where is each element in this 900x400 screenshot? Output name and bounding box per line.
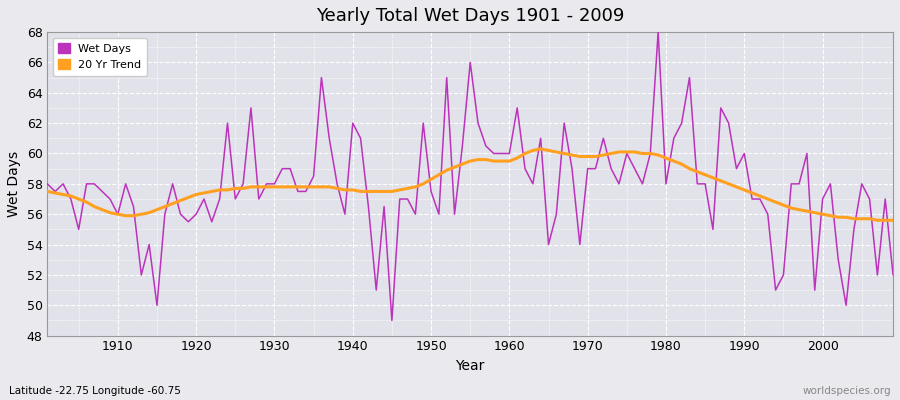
X-axis label: Year: Year — [455, 359, 485, 373]
Y-axis label: Wet Days: Wet Days — [7, 151, 21, 217]
Text: Latitude -22.75 Longitude -60.75: Latitude -22.75 Longitude -60.75 — [9, 386, 181, 396]
Text: worldspecies.org: worldspecies.org — [803, 386, 891, 396]
Title: Yearly Total Wet Days 1901 - 2009: Yearly Total Wet Days 1901 - 2009 — [316, 7, 625, 25]
Legend: Wet Days, 20 Yr Trend: Wet Days, 20 Yr Trend — [53, 38, 148, 76]
